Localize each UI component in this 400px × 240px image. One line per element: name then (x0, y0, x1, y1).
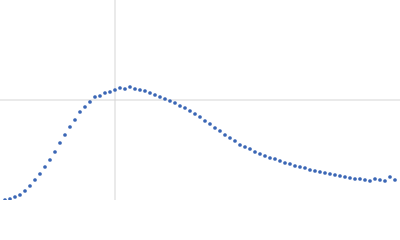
point (68, 125, 72, 129)
point (128, 85, 132, 89)
point (243, 145, 247, 149)
point (208, 122, 212, 126)
point (218, 129, 222, 133)
point (333, 173, 337, 177)
point (73, 118, 77, 122)
point (178, 104, 182, 108)
point (263, 154, 267, 158)
point (63, 133, 67, 137)
point (118, 86, 122, 90)
point (323, 171, 327, 175)
point (8, 197, 12, 200)
point (183, 106, 187, 110)
point (158, 95, 162, 99)
point (308, 168, 312, 172)
point (163, 97, 167, 101)
point (103, 91, 107, 95)
point (33, 178, 37, 182)
point (288, 162, 292, 166)
point (23, 189, 27, 193)
point (43, 165, 47, 169)
point (123, 87, 127, 91)
point (383, 179, 387, 183)
point (213, 126, 217, 130)
point (318, 170, 322, 174)
point (248, 147, 252, 151)
point (388, 175, 392, 179)
point (168, 99, 172, 103)
point (373, 177, 377, 181)
point (278, 159, 282, 163)
point (338, 174, 342, 178)
point (143, 89, 147, 93)
point (93, 95, 97, 99)
point (233, 139, 237, 143)
point (188, 109, 192, 113)
point (273, 157, 277, 161)
point (198, 115, 202, 119)
point (358, 177, 362, 181)
point (328, 172, 332, 176)
point (138, 88, 142, 92)
point (378, 178, 382, 182)
point (53, 150, 57, 154)
point (58, 141, 62, 145)
point (283, 161, 287, 165)
point (13, 195, 17, 199)
point (228, 136, 232, 140)
point (18, 193, 22, 197)
point (303, 166, 307, 170)
point (293, 164, 297, 168)
point (3, 198, 7, 200)
point (268, 156, 272, 160)
point (348, 176, 352, 180)
point (148, 91, 152, 95)
point (193, 112, 197, 116)
point (78, 110, 82, 114)
point (253, 150, 257, 154)
point (133, 87, 137, 91)
point (343, 175, 347, 179)
point (98, 94, 102, 98)
point (173, 101, 177, 105)
point (203, 119, 207, 123)
chart (0, 0, 400, 200)
point (113, 88, 117, 92)
point (223, 133, 227, 137)
point (153, 93, 157, 97)
point (83, 105, 87, 109)
point (368, 179, 372, 183)
point (298, 165, 302, 169)
point (238, 143, 242, 147)
point (48, 158, 52, 162)
point (393, 178, 397, 182)
point (363, 178, 367, 182)
point (38, 172, 42, 176)
point (108, 90, 112, 94)
point (313, 169, 317, 173)
point (258, 152, 262, 156)
point (353, 177, 357, 181)
point (88, 100, 92, 104)
point (28, 184, 32, 188)
